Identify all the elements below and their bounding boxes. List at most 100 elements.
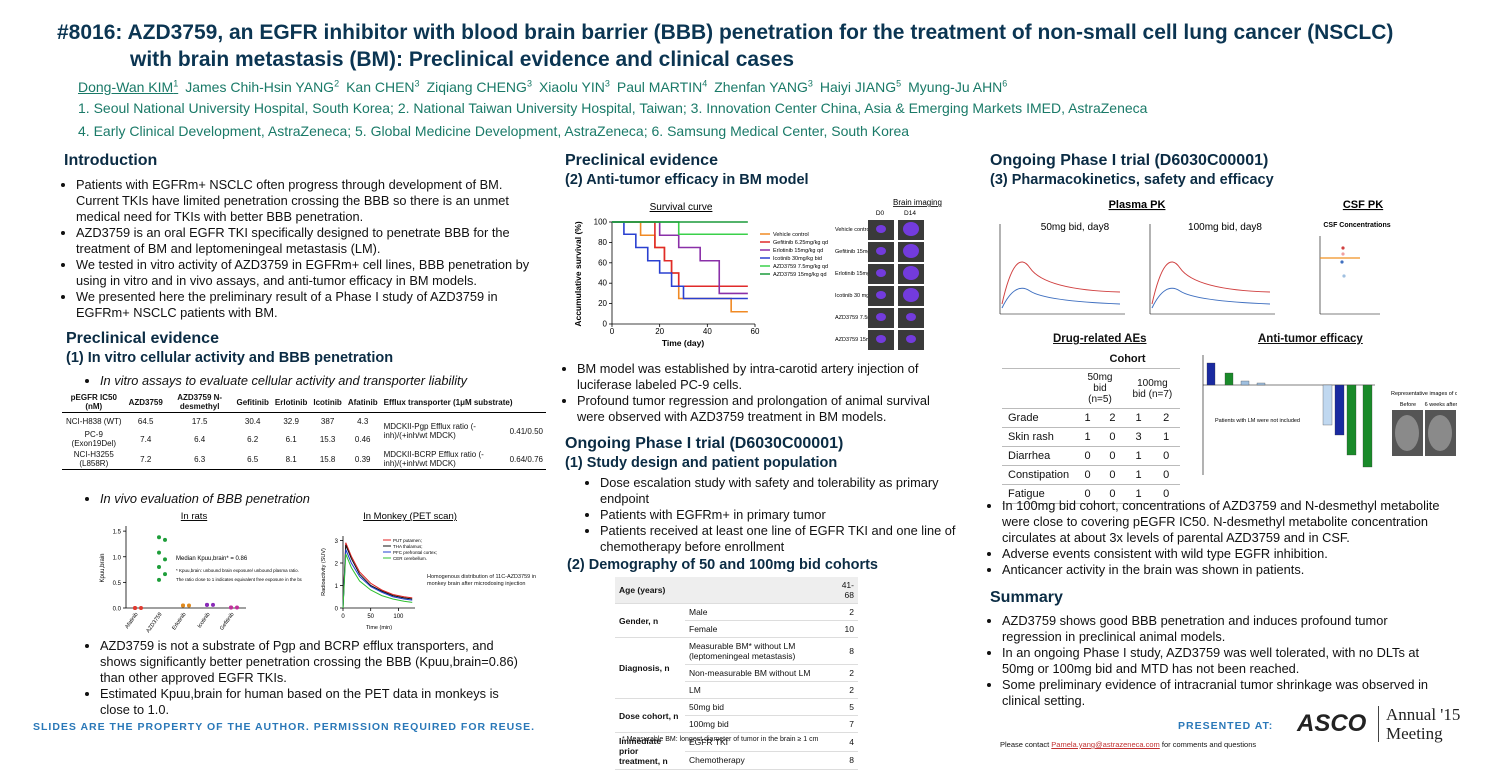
signal bbox=[876, 225, 886, 233]
signal bbox=[903, 288, 919, 302]
bullet: BM model was established by intra-caroti… bbox=[577, 361, 960, 393]
imaging-label: AZD3759 7.5mg/kg qd bbox=[835, 315, 890, 321]
x-tick-label: 20 bbox=[655, 327, 664, 336]
point bbox=[235, 605, 239, 610]
cell: 7.4 bbox=[140, 434, 152, 444]
cell: 64.5 bbox=[137, 416, 154, 426]
author: Dong-Wan KIM1 bbox=[78, 78, 178, 95]
x-tick-label: 40 bbox=[703, 327, 712, 336]
imaging-label: Vehicle control bbox=[835, 227, 871, 233]
x-tick-label: 60 bbox=[751, 327, 760, 336]
list-box: Dose escalation study with safety and to… bbox=[588, 475, 958, 555]
survival-line bbox=[612, 221, 748, 236]
header-cell: Efflux transporter (1μM substrate) bbox=[380, 392, 546, 413]
author-aff: 4 bbox=[702, 78, 708, 88]
grade: 1 bbox=[1124, 408, 1153, 428]
point bbox=[211, 602, 215, 607]
author-name: Zhenfan YANG bbox=[714, 78, 808, 95]
group-label: Dose cohort, n bbox=[615, 698, 685, 733]
day-label: D14 bbox=[904, 210, 916, 217]
poster: #8016: AZD3759, an EGFR inhibitor with b… bbox=[0, 0, 1502, 752]
x-tick-label: Icotinib bbox=[197, 612, 212, 630]
bullet: AZD3759 is an oral EGFR TKI specifically… bbox=[76, 225, 544, 257]
grade: 2 bbox=[1099, 408, 1125, 428]
pet-line bbox=[342, 553, 413, 609]
heading: Ongoing Phase I trial (D6030C00001) bbox=[990, 152, 1269, 169]
table-box: pEGFR IC50 (nM) AZD3759 AZD3759 N-desmethy… bbox=[62, 392, 546, 470]
list-box: In 100mg bid cohort, concentrations of A… bbox=[990, 498, 1450, 578]
point bbox=[181, 603, 185, 608]
efflux-label: MDCKII-Pgp Efflux ratio (-inh)/(+inh/wt … bbox=[383, 422, 476, 440]
note: * Kpuu,brain: unbound brain exposure/ un… bbox=[176, 568, 299, 573]
subheading: (2) Demography of 50 and 100mg bid cohor… bbox=[567, 557, 878, 573]
legend-label: PUT putamen; bbox=[393, 538, 422, 543]
chart-title: Survival curve bbox=[650, 202, 713, 213]
bullets: AZD3759 shows good BBB penetration and i… bbox=[990, 613, 1430, 709]
pet-line bbox=[342, 544, 413, 609]
y-tick-label: 1.5 bbox=[113, 530, 122, 536]
y-tick-label: 0.5 bbox=[113, 581, 122, 587]
value: 10 bbox=[831, 620, 858, 638]
value: 41- 68 bbox=[831, 577, 858, 604]
email[interactable]: Pamela.yang@astrazeneca.com bbox=[1051, 740, 1160, 749]
bullet: Anticancer activity in the brain was sho… bbox=[1002, 562, 1450, 578]
bullet: In vitro assays to evaluate cellular act… bbox=[100, 373, 548, 389]
group-label: Age (years) bbox=[615, 577, 832, 604]
bullet: In an ongoing Phase I study, AZD3759 was… bbox=[1002, 645, 1430, 677]
bar bbox=[1256, 382, 1266, 386]
y-tick-label: 20 bbox=[598, 299, 607, 308]
signal bbox=[876, 313, 886, 321]
bullet: Profound tumor regression and prolongati… bbox=[577, 393, 960, 425]
ae-count: 0 bbox=[1152, 446, 1180, 466]
signal bbox=[876, 291, 886, 299]
subheading: (2) Anti-tumor efficacy in BM model bbox=[565, 172, 809, 188]
row: Female 10 bbox=[615, 620, 858, 638]
row: 100mg bid 7 bbox=[615, 715, 858, 733]
author-aff: 6 bbox=[1002, 78, 1008, 88]
heading: Summary bbox=[990, 589, 1063, 606]
author-aff: 3 bbox=[414, 78, 420, 88]
point bbox=[163, 537, 167, 542]
legend-label: CER cerebellum. bbox=[393, 556, 427, 561]
subheading: (3) Pharmacokinetics, safety and efficac… bbox=[990, 172, 1274, 188]
value: 2 bbox=[831, 681, 858, 699]
legend-label: Icotinib 30mg/kg bid bbox=[773, 256, 822, 262]
cell: NCI-H3255 (L858R) bbox=[62, 449, 126, 470]
ae-count: 1 bbox=[1124, 484, 1153, 504]
ae-count: 0 bbox=[1075, 446, 1100, 466]
cohort-header: Cohort bbox=[1075, 350, 1180, 369]
row: Diagnosis, n Measurable BM* without LM (l… bbox=[615, 637, 858, 699]
cell: 6.4 bbox=[194, 434, 206, 444]
header-cell: Gefitinib bbox=[233, 392, 272, 413]
signal bbox=[903, 244, 919, 258]
row: Non-measurable BM without LM 2 bbox=[615, 664, 858, 682]
note: Homogenous distribution of 11C-AZD3759 i… bbox=[427, 574, 537, 587]
point bbox=[157, 550, 161, 555]
row: Gender, n Male 2 bbox=[615, 603, 858, 638]
efflux-label: MDCKII-BCRP Efflux ratio (-inh)/(+inh/wt… bbox=[380, 449, 507, 470]
cell: 0.46 bbox=[354, 434, 371, 444]
efflux-value: 0.41/0.50 bbox=[509, 426, 543, 436]
list-box: In vivo evaluation of BBB penetration bbox=[88, 491, 548, 507]
x-tick-label: Erlotinib bbox=[171, 612, 187, 632]
author-name: Xiaolu YIN bbox=[538, 78, 605, 95]
annotation: Median Kpuu,brain* = 0.86 bbox=[176, 556, 248, 562]
bar bbox=[1322, 384, 1333, 426]
point bbox=[229, 605, 233, 610]
imaging-label: Erlotinib 15mg/kg qd bbox=[835, 271, 885, 277]
bullet: Patients received at least one line of E… bbox=[600, 523, 958, 555]
divider bbox=[1378, 706, 1379, 742]
author-name: James Chih-Hsin YANG bbox=[185, 78, 335, 95]
value: 2 bbox=[831, 603, 858, 621]
point bbox=[205, 602, 209, 607]
point bbox=[163, 557, 167, 562]
heading: Preclinical evidence bbox=[66, 330, 219, 347]
x-tick-label: 0 bbox=[341, 614, 345, 620]
ae-count: 0 bbox=[1075, 484, 1100, 504]
ae-name: Constipation bbox=[1002, 465, 1076, 485]
author-aff: 3 bbox=[604, 78, 610, 88]
blank bbox=[1002, 350, 1076, 369]
author: James Chih-Hsin YANG2 bbox=[185, 78, 339, 95]
blank bbox=[1002, 368, 1076, 409]
row: NCI-H838 (WT) 64.5 17.5 30.4 32.9 387 4.3 MDCKI… bbox=[62, 413, 546, 441]
